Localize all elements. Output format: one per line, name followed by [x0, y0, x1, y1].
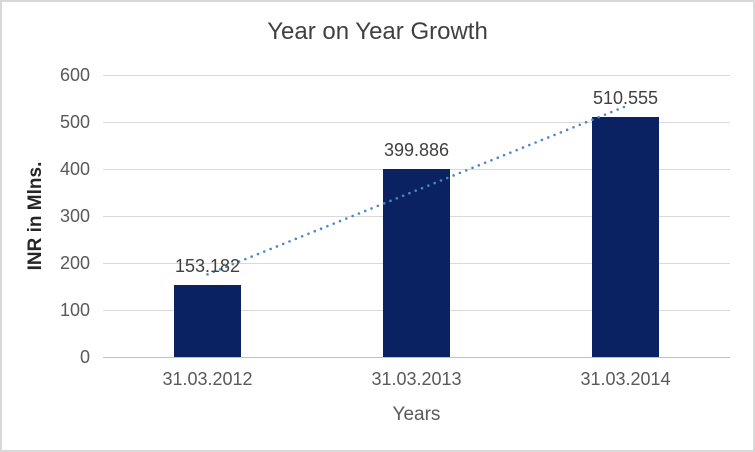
bar-data-label: 399.886 [383, 140, 450, 161]
x-tick-label: 31.03.2012 [162, 369, 253, 389]
y-tick-label: 400 [59, 158, 90, 179]
x-axis-line [103, 356, 730, 358]
bar-data-label: 153.182 [174, 256, 241, 276]
bar-31.03.2014 [592, 117, 659, 357]
y-tick-label: 0 [79, 346, 90, 367]
gridline [103, 74, 730, 76]
x-tick-label: 31.03.2014 [580, 369, 671, 389]
trendline [206, 105, 627, 276]
plot-area: 153.182 399.886 510.555 [103, 74, 730, 358]
y-tick-label: 500 [59, 111, 90, 132]
bar-31.03.2012 [174, 285, 241, 357]
y-tick-label: 300 [59, 205, 90, 226]
chart-title: Year on Year Growth [267, 18, 488, 45]
gridline [103, 168, 730, 170]
y-tick-label: 100 [59, 299, 90, 320]
x-axis-title: Years [392, 404, 441, 425]
y-tick-label: 200 [59, 252, 90, 273]
trendline-path [206, 105, 627, 276]
y-tick-label: 600 [59, 64, 90, 85]
bar-data-label: 510.555 [592, 88, 659, 109]
bar-31.03.2013 [383, 169, 450, 357]
gridline [103, 121, 730, 123]
x-tick-label: 31.03.2013 [371, 369, 462, 389]
